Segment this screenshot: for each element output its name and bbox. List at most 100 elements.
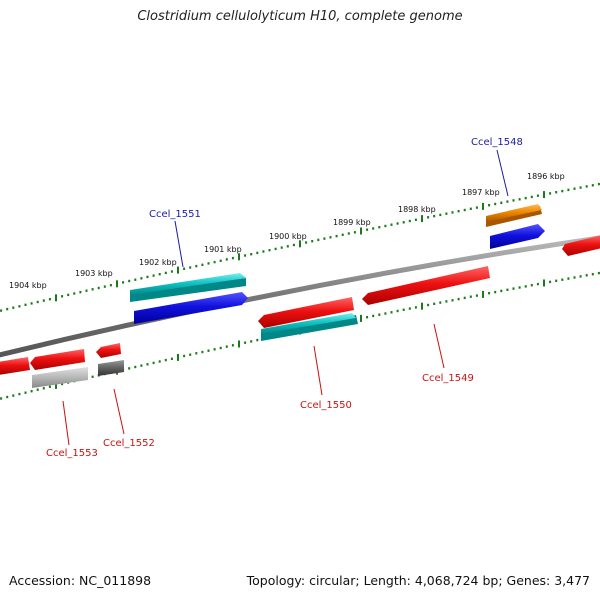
scale-inner-minor-tick	[256, 338, 259, 342]
scale-inner-minor-tick	[469, 295, 472, 298]
gene-ccel-1548-orange[interactable]	[486, 204, 542, 227]
scale-inner-minor-tick	[506, 288, 509, 291]
scale-inner-minor-tick	[500, 289, 503, 293]
scale-outer-minor-tick	[512, 199, 515, 202]
gene-label-ccel-1553[interactable]: Ccel_1553	[46, 448, 98, 459]
scale-outer-minor-tick	[305, 241, 308, 244]
scale-inner-minor-tick	[201, 350, 204, 354]
scale-outer-minor-tick	[73, 292, 76, 295]
callout-line-ccel-1548	[496, 149, 509, 197]
scale-inner-major-tick	[360, 314, 362, 322]
scale-inner-minor-tick	[488, 292, 491, 295]
scale-outer-minor-tick	[24, 303, 27, 306]
scale-label-1900: 1900 kbp	[269, 232, 307, 241]
scale-inner-minor-tick	[36, 388, 39, 391]
gene-label-ccel-1551[interactable]: Ccel_1551	[149, 209, 201, 220]
gene-ccel-1549[interactable]	[362, 266, 490, 305]
scale-outer-minor-tick	[30, 302, 33, 305]
scale-inner-minor-tick	[219, 346, 222, 350]
gene-ccel-1553[interactable]	[32, 367, 88, 388]
scale-inner-minor-tick	[0, 397, 3, 400]
scale-inner-minor-tick	[585, 274, 588, 277]
scale-outer-minor-tick	[494, 202, 497, 206]
scale-outer-minor-tick	[402, 221, 405, 224]
gene-ccel-1553-red[interactable]	[30, 349, 85, 370]
scale-inner-minor-tick	[183, 354, 186, 358]
scale-label-1902: 1902 kbp	[139, 258, 177, 267]
gene-right-edge[interactable]	[562, 235, 600, 256]
scale-outer-minor-tick	[463, 208, 466, 212]
scale-inner-minor-tick	[152, 361, 155, 365]
scale-inner-minor-tick	[244, 341, 247, 344]
scale-outer-minor-tick	[414, 218, 417, 221]
scale-outer-minor-tick	[48, 298, 51, 301]
scale-outer-minor-tick	[585, 185, 588, 188]
scale-inner-minor-tick	[250, 340, 253, 343]
gene-ccel-1552[interactable]	[98, 360, 124, 376]
scale-inner-minor-tick	[457, 297, 460, 301]
scale-outer-minor-tick	[195, 264, 198, 268]
scale-inner-minor-tick	[402, 308, 405, 311]
scale-outer-minor-tick	[189, 266, 192, 269]
scale-outer-minor-tick	[427, 216, 430, 219]
scale-outer-minor-tick	[366, 228, 369, 231]
scale-outer-minor-tick	[347, 232, 350, 235]
scale-inner-minor-tick	[451, 299, 454, 302]
scale-outer-minor-tick	[555, 191, 558, 194]
scale-inner-major-tick	[238, 340, 240, 348]
scale-outer-minor-tick	[536, 194, 539, 197]
scale-inner-minor-tick	[158, 360, 161, 363]
scale-inner-minor-tick	[12, 394, 15, 397]
scale-label-1897: 1897 kbp	[462, 188, 500, 197]
gene-label-ccel-1552[interactable]: Ccel_1552	[103, 438, 155, 449]
scale-outer-minor-tick	[61, 295, 64, 298]
scale-inner-minor-tick	[213, 348, 216, 351]
scale-outer-major-tick	[360, 227, 362, 235]
scale-outer-minor-tick	[91, 288, 94, 291]
scale-outer-minor-tick	[164, 271, 167, 275]
scale-inner-major-tick	[543, 279, 545, 287]
scale-inner-minor-tick	[225, 345, 228, 348]
gene-ccel-1548[interactable]	[490, 224, 545, 249]
scale-inner-minor-tick	[134, 365, 137, 369]
gene-label-ccel-1548[interactable]: Ccel_1548	[471, 137, 523, 148]
scale-outer-minor-tick	[292, 243, 295, 247]
scale-outer-minor-tick	[152, 274, 155, 277]
scale-outer-minor-tick	[79, 290, 82, 294]
scale-inner-minor-tick	[18, 392, 21, 396]
gene-label-ccel-1550[interactable]: Ccel_1550	[300, 400, 352, 411]
scale-outer-minor-tick	[103, 285, 106, 288]
scale-outer-minor-tick	[219, 259, 222, 262]
scale-inner-minor-tick	[494, 290, 497, 294]
scale-inner-minor-tick	[549, 280, 552, 284]
scale-outer-minor-tick	[134, 278, 137, 281]
scale-inner-minor-tick	[189, 353, 192, 356]
gene-left-edge[interactable]	[0, 357, 30, 375]
scale-outer-minor-tick	[244, 254, 247, 257]
gene-ccel-1550-cyan[interactable]	[261, 313, 358, 341]
scale-outer-minor-tick	[18, 305, 21, 308]
scale-inner-minor-tick	[164, 358, 167, 362]
scale-inner-minor-tick	[567, 277, 570, 280]
scale-outer-major-tick	[116, 280, 118, 288]
map-title: Clostridium cellulolyticum H10, complete…	[137, 9, 463, 24]
scale-outer-minor-tick	[286, 245, 289, 248]
gene-ccel-1551-cyan[interactable]	[130, 273, 246, 302]
scale-inner-minor-tick	[48, 385, 51, 388]
gene-ccel-1552-red[interactable]	[96, 343, 121, 358]
scale-outer-minor-tick	[384, 224, 387, 228]
scale-label-1904: 1904 kbp	[9, 281, 47, 290]
gene-ccel-1551[interactable]	[134, 292, 248, 324]
scale-outer-major-tick	[543, 191, 545, 199]
scale-inner-minor-tick	[231, 344, 234, 347]
scale-outer-minor-tick	[561, 189, 564, 193]
callout-line-ccel-1549	[433, 323, 445, 369]
scale-inner-minor-tick	[91, 375, 94, 378]
scale-outer-minor-tick	[6, 307, 9, 311]
genome-backbone	[0, 235, 600, 358]
scale-outer-minor-tick	[475, 206, 478, 209]
scale-inner-minor-tick	[6, 395, 9, 399]
gene-label-ccel-1549[interactable]: Ccel_1549	[422, 373, 474, 384]
gene-ccel-1550[interactable]	[258, 297, 354, 328]
scale-outer-minor-tick	[396, 222, 399, 225]
